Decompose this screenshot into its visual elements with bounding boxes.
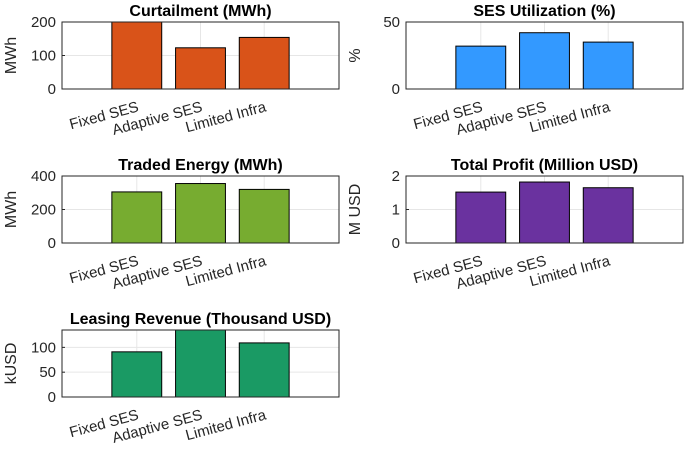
bar-limited-infra xyxy=(238,188,290,244)
y-axis-label: kUSD xyxy=(3,343,20,385)
y-tick-label: 0 xyxy=(48,389,56,406)
chart-title: Total Profit (Million USD) xyxy=(451,157,638,174)
bar-fixed-ses xyxy=(455,191,507,244)
bar-fixed-ses xyxy=(111,351,163,398)
y-tick-label: 0 xyxy=(48,81,56,98)
y-tick-label: 200 xyxy=(31,14,56,31)
y-axis-label: MWh xyxy=(3,37,20,74)
y-tick-label: 100 xyxy=(31,339,56,356)
bar-adaptive-ses xyxy=(175,183,226,244)
y-tick-label: 50 xyxy=(383,14,400,31)
bar-limited-infra xyxy=(238,36,290,90)
bar-adaptive-ses xyxy=(175,47,226,90)
bar-limited-infra xyxy=(582,187,634,244)
y-tick-label: 2 xyxy=(392,168,400,185)
chart-title: Leasing Revenue (Thousand USD) xyxy=(70,311,331,328)
y-tick-label: 1 xyxy=(392,202,400,219)
bar-adaptive-ses xyxy=(175,329,226,398)
bar-fixed-ses xyxy=(111,21,163,90)
bar-adaptive-ses xyxy=(519,181,570,244)
y-tick-label: 400 xyxy=(31,168,56,185)
bar-fixed-ses xyxy=(455,45,507,90)
axis-frame xyxy=(61,329,340,398)
bar-fixed-ses xyxy=(111,191,163,244)
bar-adaptive-ses xyxy=(519,32,570,90)
y-axis-label: M USD xyxy=(347,184,364,236)
y-tick-label: 200 xyxy=(31,202,56,219)
y-axis-label: % xyxy=(347,48,364,62)
chart-title: SES Utilization (%) xyxy=(473,3,615,20)
y-tick-label: 0 xyxy=(48,235,56,252)
bar-limited-infra xyxy=(238,342,290,398)
y-tick-label: 100 xyxy=(31,48,56,65)
chart-title: Curtailment (MWh) xyxy=(129,3,271,20)
y-tick-label: 50 xyxy=(39,364,56,381)
y-axis-label: MWh xyxy=(3,191,20,228)
axis-frame xyxy=(405,21,684,90)
y-tick-label: 0 xyxy=(392,235,400,252)
y-tick-label: 0 xyxy=(392,81,400,98)
bar-limited-infra xyxy=(582,41,634,90)
chart-title: Traded Energy (MWh) xyxy=(118,157,282,174)
